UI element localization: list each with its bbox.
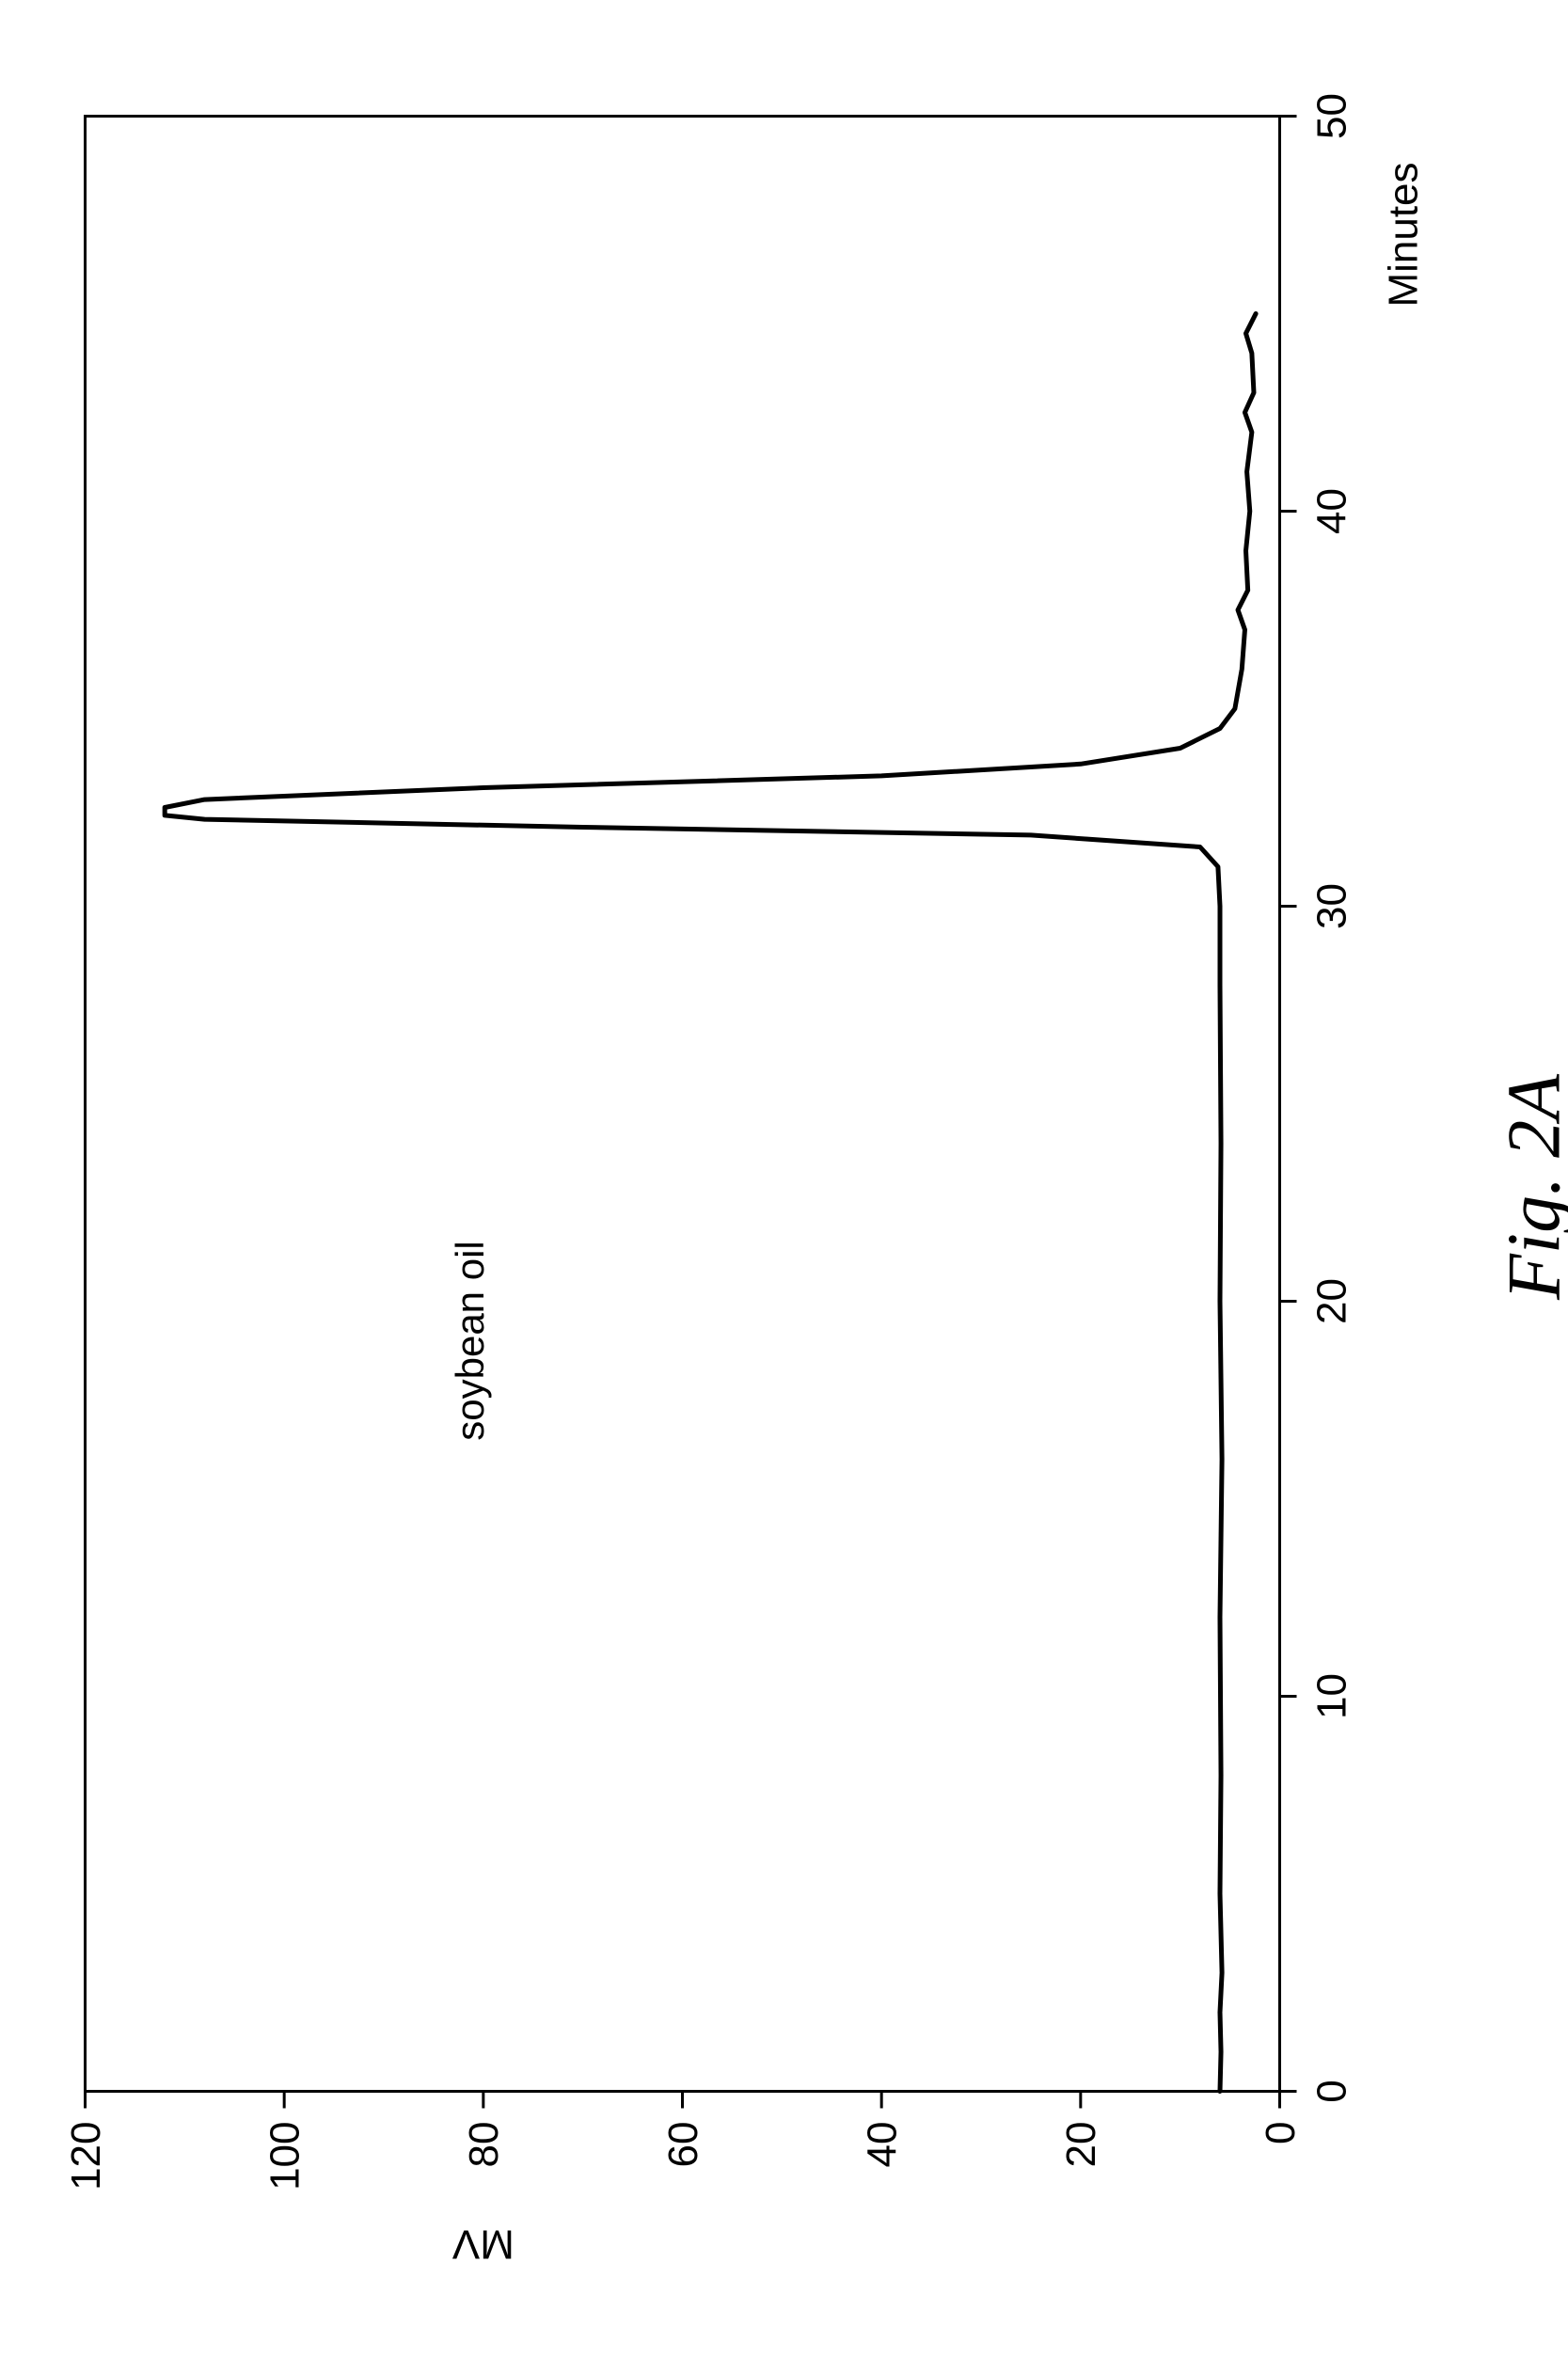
rotated-container: 0 10 20 30 40 50 0 20 40 60 80 100 120 Minutes MV soybe… [0,0,1568,2373]
x-tick-label: 10 [1308,1673,1354,1719]
y-tick-label: 0 [1257,2121,1303,2144]
x-tick-label: 0 [1308,2080,1354,2102]
x-tick-label: 30 [1308,883,1354,929]
plot-border [85,116,1279,2091]
y-tick-label: 100 [261,2121,308,2190]
figure-caption: Fig. 2A [1492,0,1568,2373]
y-tick-label: 80 [461,2121,507,2167]
y-tick-label: 20 [1058,2121,1104,2167]
page: 0 10 20 30 40 50 0 20 40 60 80 100 120 Minutes MV soybe… [0,0,1568,2373]
y-axis-label: MV [451,2221,515,2267]
series-label: soybean oil [447,1241,491,1440]
x-axis-label: Minutes [1380,162,1426,307]
y-tick-label: 40 [859,2121,905,2167]
y-tick-label: 60 [659,2121,705,2167]
y-tick-label: 120 [62,2121,108,2190]
x-tick-label: 40 [1308,488,1354,534]
chromatogram-chart: 0 10 20 30 40 50 0 20 40 60 80 100 120 Minutes MV soybe… [0,0,1568,2373]
x-tick-label: 50 [1308,93,1354,139]
chart-container: 0 10 20 30 40 50 0 20 40 60 80 100 120 Minutes MV soybe… [0,0,1568,2373]
x-tick-label: 20 [1308,1278,1354,1324]
